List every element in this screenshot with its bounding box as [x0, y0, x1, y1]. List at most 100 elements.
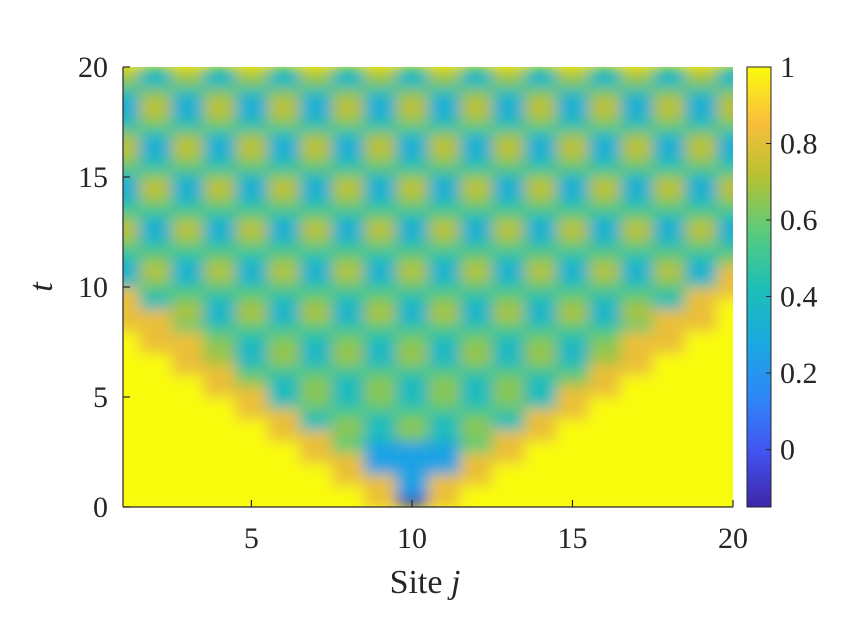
heatmap-cell: [684, 298, 718, 310]
heatmap-cell: [492, 452, 525, 464]
heatmap-cell: [492, 474, 525, 486]
heatmap-cell: [588, 463, 622, 475]
heatmap-cell: [428, 386, 461, 398]
heatmap-cell: [556, 452, 590, 464]
heatmap-cell: [395, 111, 429, 123]
heatmap-cell: [299, 89, 333, 101]
heatmap-cell: [331, 342, 365, 354]
heatmap-cell: [716, 452, 733, 464]
heatmap-cell: [203, 122, 236, 134]
heatmap-cell: [171, 452, 204, 464]
heatmap-cell: [139, 111, 172, 123]
heatmap-cell: [235, 265, 269, 277]
heatmap-cell: [331, 210, 365, 222]
heatmap-cell: [203, 342, 236, 354]
heatmap-cell: [428, 298, 461, 310]
heatmap-cell: [492, 386, 525, 398]
heatmap-cell: [524, 221, 557, 233]
heatmap-cell: [428, 254, 461, 266]
heatmap-cell: [299, 463, 333, 475]
heatmap-cell: [588, 243, 622, 255]
heatmap-cell: [588, 485, 622, 497]
heatmap-cell: [588, 100, 622, 112]
heatmap-cell: [363, 199, 397, 211]
heatmap-cell: [652, 188, 686, 200]
heatmap-cell: [203, 188, 236, 200]
heatmap-cell: [716, 276, 733, 288]
heatmap-cell: [171, 67, 204, 79]
heatmap-cell: [652, 441, 686, 453]
heatmap-cell: [428, 210, 461, 222]
heatmap-cell: [363, 320, 397, 332]
heatmap-cell: [556, 144, 590, 156]
heatmap-cell: [363, 287, 397, 299]
heatmap-cell: [620, 188, 654, 200]
heatmap-cell: [139, 452, 172, 464]
heatmap-cell: [139, 430, 172, 442]
heatmap-cell: [652, 320, 686, 332]
heatmap-cell: [460, 243, 493, 255]
heatmap-cell: [684, 485, 718, 497]
heatmap-cell: [492, 243, 525, 255]
heatmap-cell: [203, 210, 236, 222]
heatmap-cell: [556, 298, 590, 310]
heatmap-cell: [428, 67, 461, 79]
heatmap-cell: [203, 441, 236, 453]
heatmap-cell: [460, 485, 493, 497]
heatmap-cell: [716, 364, 733, 376]
heatmap-cell: [331, 243, 365, 255]
heatmap-cell: [331, 298, 365, 310]
heatmap-cell: [620, 265, 654, 277]
heatmap-cell: [716, 155, 733, 167]
heatmap-cell: [716, 265, 733, 277]
heatmap-cell: [652, 133, 686, 145]
heatmap-cell: [652, 221, 686, 233]
y-tick-label: 20: [78, 51, 108, 84]
heatmap-cell: [299, 122, 333, 134]
heatmap-cell: [556, 331, 590, 343]
heatmap-cell: [363, 221, 397, 233]
heatmap-cell: [588, 342, 622, 354]
heatmap-cell: [652, 177, 686, 189]
heatmap-cell: [460, 386, 493, 398]
heatmap-cell: [203, 419, 236, 431]
heatmap-cell: [460, 254, 493, 266]
heatmap-cell: [524, 111, 557, 123]
heatmap-cell: [524, 89, 557, 101]
heatmap-cell: [267, 221, 301, 233]
heatmap-cell: [524, 67, 557, 79]
heatmap-cell: [171, 144, 204, 156]
heatmap-cell: [684, 463, 718, 475]
heatmap-cell: [492, 166, 525, 178]
heatmap-cell: [492, 375, 525, 387]
heatmap-cell: [395, 177, 429, 189]
heatmap-cell: [331, 111, 365, 123]
heatmap-cell: [620, 298, 654, 310]
heatmap-cell: [171, 375, 204, 387]
heatmap-cell: [556, 155, 590, 167]
heatmap-cell: [331, 331, 365, 343]
heatmap-cell: [460, 397, 493, 409]
heatmap-cell: [620, 364, 654, 376]
heatmap-cell: [395, 232, 429, 244]
heatmap-cell: [395, 331, 429, 343]
heatmap-cell: [363, 89, 397, 101]
heatmap-cell: [428, 408, 461, 420]
heatmap-cell: [139, 265, 172, 277]
heatmap-cell: [395, 166, 429, 178]
heatmap-cell: [235, 122, 269, 134]
heatmap-cell: [267, 408, 301, 420]
heatmap-cell: [652, 496, 686, 507]
heatmap-cell: [299, 221, 333, 233]
heatmap-cell: [171, 430, 204, 442]
heatmap-cell: [123, 188, 140, 200]
heatmap-cell: [652, 353, 686, 365]
heatmap-cell: [716, 221, 733, 233]
heatmap-cell: [235, 298, 269, 310]
heatmap-cell: [684, 232, 718, 244]
heatmap-cell: [460, 100, 493, 112]
heatmap-cell: [524, 276, 557, 288]
heatmap-cell: [123, 419, 140, 431]
heatmap-cell: [299, 287, 333, 299]
heatmap-cell: [620, 331, 654, 343]
